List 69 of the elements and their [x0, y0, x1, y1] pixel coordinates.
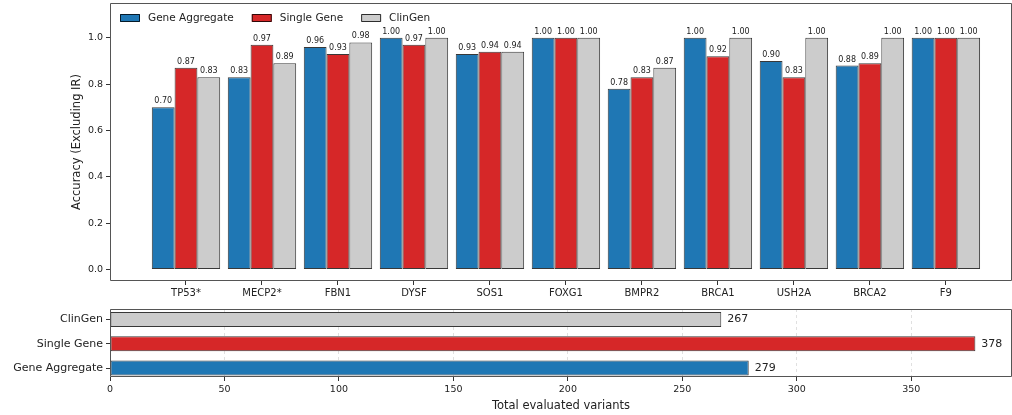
x-tick-label: TP53*: [170, 286, 201, 298]
legend-label: ClinGen: [389, 10, 431, 23]
y-tick-label: Single Gene: [36, 336, 104, 350]
data-label: 1.00: [959, 26, 978, 36]
y-tick-label: Gene Aggregate: [13, 360, 104, 374]
data-label: 0.97: [253, 33, 271, 43]
data-label: 1.00: [427, 26, 446, 36]
x-tick-label: 100: [329, 383, 348, 395]
x-tick-label: FBN1: [324, 286, 352, 298]
legend-label: Single Gene: [279, 10, 344, 23]
y-tick-label: 0.6: [87, 123, 103, 135]
data-label: 1.00: [534, 26, 553, 36]
x-tick-label: BMPR2: [624, 286, 660, 298]
x-tick-label: 150: [444, 383, 463, 395]
data-label: 0.83: [199, 66, 218, 76]
x-tick-label: DYSF: [401, 286, 427, 298]
data-label: 0.92: [709, 45, 727, 55]
data-label: 1.00: [807, 26, 826, 36]
x-tick-label: USH2A: [776, 286, 812, 298]
data-label: 378: [981, 336, 1003, 350]
data-label: 0.88: [838, 54, 857, 64]
y-tick-label: 0.2: [87, 216, 103, 228]
data-label: 1.00: [382, 26, 401, 36]
x-tick-label: 50: [218, 383, 231, 395]
x-tick-label: FOXG1: [548, 286, 583, 298]
x-tick-label: F9: [939, 286, 952, 298]
data-label: 1.00: [914, 26, 932, 36]
data-label: 0.93: [458, 43, 477, 53]
x-tick-label: SOS1: [476, 286, 504, 298]
y-axis-title: Accuracy (Excluding IR): [68, 74, 83, 210]
x-tick-label: 350: [902, 383, 921, 395]
data-label: 0.94: [503, 40, 522, 50]
data-label: 1.00: [936, 26, 955, 36]
data-label: 1.00: [557, 26, 575, 36]
legend-label: Gene Aggregate: [148, 10, 234, 23]
data-label: 1.00: [883, 26, 902, 36]
data-label: 267: [727, 312, 749, 326]
x-tick-label: MECP2*: [242, 286, 282, 298]
y-tick-label: 0.8: [87, 77, 103, 89]
data-label: 1.00: [579, 26, 598, 36]
data-label: 0.89: [860, 52, 879, 62]
x-tick-label: 0: [106, 383, 114, 395]
data-label: 0.83: [785, 66, 803, 76]
data-label: 0.87: [655, 56, 674, 66]
x-tick-label: BRCA1: [701, 286, 735, 298]
data-label: 0.83: [230, 66, 249, 76]
data-label: 0.98: [351, 31, 370, 41]
data-label: 0.78: [610, 77, 629, 87]
x-tick-label: BRCA2: [853, 286, 887, 298]
data-label: 1.00: [686, 26, 705, 36]
x-axis-title: Total evaluated variants: [490, 398, 631, 413]
y-tick-label: 1.0: [87, 31, 103, 43]
data-label: 0.94: [481, 40, 499, 50]
x-tick-label: 300: [787, 383, 806, 395]
x-tick-label: 250: [673, 383, 692, 395]
data-label: 0.97: [405, 33, 423, 43]
y-tick-label: 0.0: [87, 262, 103, 274]
data-label: 0.87: [177, 56, 195, 66]
data-label: 0.83: [633, 66, 651, 76]
data-label: 0.93: [329, 43, 347, 53]
data-label: 0.89: [275, 52, 294, 62]
data-label: 1.00: [731, 26, 750, 36]
data-label: 0.70: [154, 96, 173, 106]
x-tick-label: 200: [558, 383, 577, 395]
data-label: 279: [754, 360, 776, 374]
y-tick-label: ClinGen: [59, 312, 104, 326]
y-tick-label: 0.4: [87, 170, 103, 182]
data-label: 0.96: [306, 36, 325, 46]
data-label: 0.90: [762, 49, 781, 59]
